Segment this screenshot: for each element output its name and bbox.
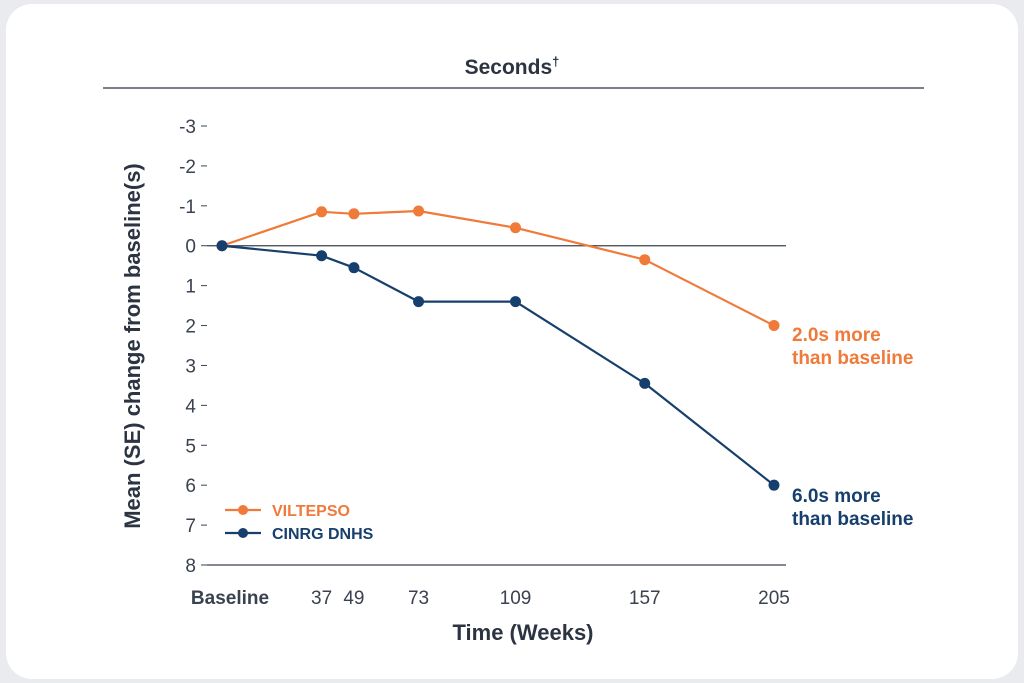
- y-tick-label: 0: [185, 237, 196, 258]
- series-cinrg-dnhs: [216, 240, 780, 491]
- x-axis-title: Time (Weeks): [452, 620, 593, 645]
- x-tick-label: 37: [311, 588, 332, 609]
- end-label-line: 6.0s more: [792, 486, 881, 507]
- y-tick-label: -1: [179, 197, 196, 218]
- end-label-line: than baseline: [792, 509, 913, 530]
- chart-title-superscript: †: [552, 54, 559, 69]
- chart-card: [6, 4, 1018, 679]
- chart-title: Seconds†: [465, 54, 560, 79]
- y-tick-label: 7: [185, 516, 196, 537]
- legend: VILTEPSO CINRG DNHS: [225, 503, 374, 543]
- series-line: [221, 209, 775, 327]
- data-point: [510, 296, 522, 308]
- data-point: [413, 296, 425, 308]
- series-layer: [216, 205, 780, 491]
- data-point: [348, 208, 360, 220]
- y-tick-label: 4: [185, 396, 196, 417]
- data-point: [413, 205, 425, 217]
- y-tick-label: -3: [179, 117, 196, 138]
- data-point: [639, 254, 651, 266]
- y-tick-label: 5: [185, 436, 196, 457]
- series-viltepso: [216, 205, 780, 332]
- data-point: [316, 206, 328, 218]
- end-label-line: 2.0s more: [792, 325, 881, 346]
- legend-label: CINRG DNHS: [272, 526, 374, 543]
- x-tick-label: 73: [408, 588, 429, 609]
- series-line: [221, 244, 775, 487]
- legend-label: VILTEPSO: [272, 503, 350, 520]
- legend-item: VILTEPSO: [225, 503, 350, 520]
- x-axis: Baseline 37 49 73 109 157 205: [191, 588, 790, 609]
- y-axis-title: Mean (SE) change from baseline(s): [120, 163, 145, 529]
- x-tick-label: 157: [629, 588, 661, 609]
- y-tick-label: 6: [185, 476, 196, 497]
- data-point: [348, 262, 360, 274]
- x-tick-label: 109: [500, 588, 532, 609]
- x-tick-label: 49: [343, 588, 364, 609]
- x-tick-label: 205: [758, 588, 790, 609]
- legend-swatch-point: [238, 528, 248, 538]
- y-tick-label: 1: [185, 277, 196, 298]
- data-point: [216, 240, 228, 252]
- legend-item: CINRG DNHS: [225, 526, 374, 543]
- data-point: [316, 250, 328, 262]
- x-tick-label-baseline: Baseline: [191, 588, 269, 609]
- data-point: [510, 222, 522, 234]
- legend-swatch-point: [238, 505, 248, 515]
- y-tick-label: -2: [179, 157, 196, 178]
- y-tick-label: 8: [185, 556, 196, 577]
- chart-title-text: Seconds: [465, 56, 553, 79]
- y-tick-label: 2: [185, 317, 196, 338]
- data-point: [639, 377, 651, 389]
- data-point: [768, 320, 780, 332]
- y-axis: -3 -2 -1 0 1 2 3 4 5 6 7 8: [179, 117, 786, 577]
- data-point: [768, 479, 780, 491]
- y-tick-label: 3: [185, 356, 196, 377]
- svg-text:Seconds†: Seconds†: [465, 54, 560, 79]
- end-label-line: than baseline: [792, 348, 913, 369]
